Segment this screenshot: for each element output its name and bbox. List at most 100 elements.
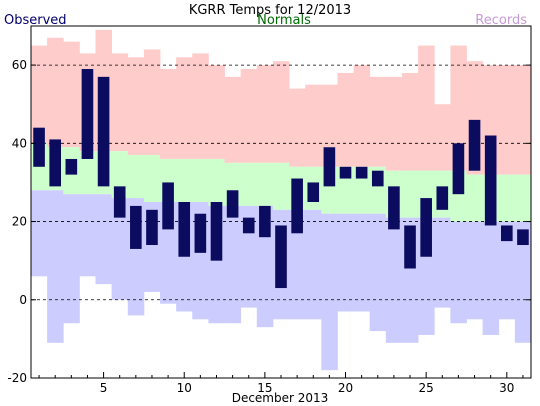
chart-title: KGRR Temps for 12/2013	[189, 3, 351, 18]
x-tick-label: 20	[338, 381, 353, 395]
record-high-band	[240, 69, 258, 163]
record-low-band	[514, 221, 532, 343]
observed-bar	[323, 147, 336, 187]
normals-band	[79, 151, 96, 195]
observed-bar	[355, 166, 368, 179]
record-low-band	[47, 190, 64, 343]
record-high-band	[321, 84, 338, 167]
normals-band	[111, 151, 129, 199]
record-low-band	[353, 213, 371, 312]
observed-bar	[130, 205, 142, 249]
observed-bar	[291, 178, 303, 234]
normals-band	[143, 155, 161, 202]
y-tick-label: 20	[12, 215, 27, 229]
record-low-band	[498, 221, 516, 320]
x-tick-label: 5	[100, 381, 108, 395]
y-tick-label: -20	[7, 371, 27, 385]
record-high-band	[127, 57, 145, 156]
normals-band	[208, 158, 225, 206]
observed-bar	[275, 225, 287, 289]
record-low-band	[369, 213, 387, 332]
record-low-band	[63, 194, 80, 324]
normals-band	[192, 158, 209, 202]
record-low-band	[450, 221, 467, 324]
record-high-band	[385, 76, 403, 171]
observed-bar	[33, 127, 45, 167]
record-high-band	[47, 37, 64, 148]
x-tick-label: 10	[177, 381, 192, 395]
normals-band	[272, 162, 290, 210]
record-high-band	[369, 76, 387, 167]
record-high-band	[63, 41, 80, 148]
observed-bar	[242, 217, 255, 234]
record-low-band	[321, 213, 338, 371]
observed-bar	[468, 119, 481, 171]
record-low-band	[482, 221, 500, 335]
record-high-band	[450, 45, 467, 171]
record-high-band	[434, 104, 451, 171]
observed-bar	[178, 202, 191, 257]
normals-band	[176, 158, 193, 202]
observed-bar	[259, 205, 271, 238]
observed-bar	[388, 186, 400, 230]
record-low-band	[224, 205, 242, 324]
legend-observed: Observed	[4, 13, 67, 28]
record-high-band	[305, 84, 322, 167]
normals-band	[514, 174, 532, 222]
record-high-band	[208, 65, 225, 159]
y-tick-label: 60	[12, 58, 27, 72]
record-low-band	[337, 213, 354, 312]
normals-band	[498, 174, 516, 222]
record-low-band	[95, 194, 113, 285]
record-high-band	[143, 49, 161, 156]
record-high-band	[418, 45, 435, 171]
record-low-band	[31, 190, 48, 277]
observed-bar	[49, 139, 61, 187]
observed-bar	[65, 158, 78, 175]
record-low-band	[466, 221, 484, 320]
record-high-band	[272, 61, 290, 163]
plot-area: -20 0 20 40 60 5 10 15 20 25 30	[7, 25, 532, 395]
observed-bar	[113, 186, 126, 218]
observed-bar	[501, 225, 513, 242]
observed-bar	[97, 76, 110, 187]
x-tick-label: 25	[419, 381, 434, 395]
record-low-band	[79, 194, 96, 277]
legend-records: Records	[475, 13, 527, 28]
record-high-band	[31, 45, 48, 144]
normals-band	[401, 170, 419, 218]
observed-bar	[307, 182, 320, 202]
normals-band	[127, 155, 145, 199]
legend-normals: Normals	[257, 13, 311, 28]
observed-bar	[517, 229, 529, 246]
record-high-band	[289, 88, 306, 167]
record-high-band	[224, 76, 242, 163]
x-axis-label: December 2013	[232, 391, 329, 405]
observed-bar	[404, 225, 416, 269]
record-low-band	[305, 209, 322, 320]
record-low-band	[111, 198, 129, 300]
x-tick-label: 15	[257, 381, 272, 395]
y-tick-label: 40	[12, 136, 27, 150]
record-high-band	[256, 65, 274, 163]
record-low-band	[385, 217, 403, 343]
record-high-band	[111, 53, 129, 152]
record-low-band	[289, 209, 306, 320]
observed-bar	[162, 182, 174, 230]
observed-bar	[371, 170, 384, 187]
record-high-band	[176, 57, 193, 159]
normals-band	[466, 174, 484, 222]
observed-bar	[146, 209, 158, 246]
observed-bar	[452, 143, 465, 195]
record-high-band	[401, 72, 419, 171]
observed-bar	[194, 213, 207, 253]
y-tick-label: 0	[19, 293, 27, 307]
observed-bar	[420, 198, 432, 257]
observed-bar	[484, 135, 497, 226]
record-high-band	[353, 65, 371, 167]
record-high-band	[337, 72, 354, 167]
observed-bar	[81, 69, 94, 159]
x-tick-label: 30	[499, 381, 514, 395]
observed-bar	[226, 190, 239, 218]
